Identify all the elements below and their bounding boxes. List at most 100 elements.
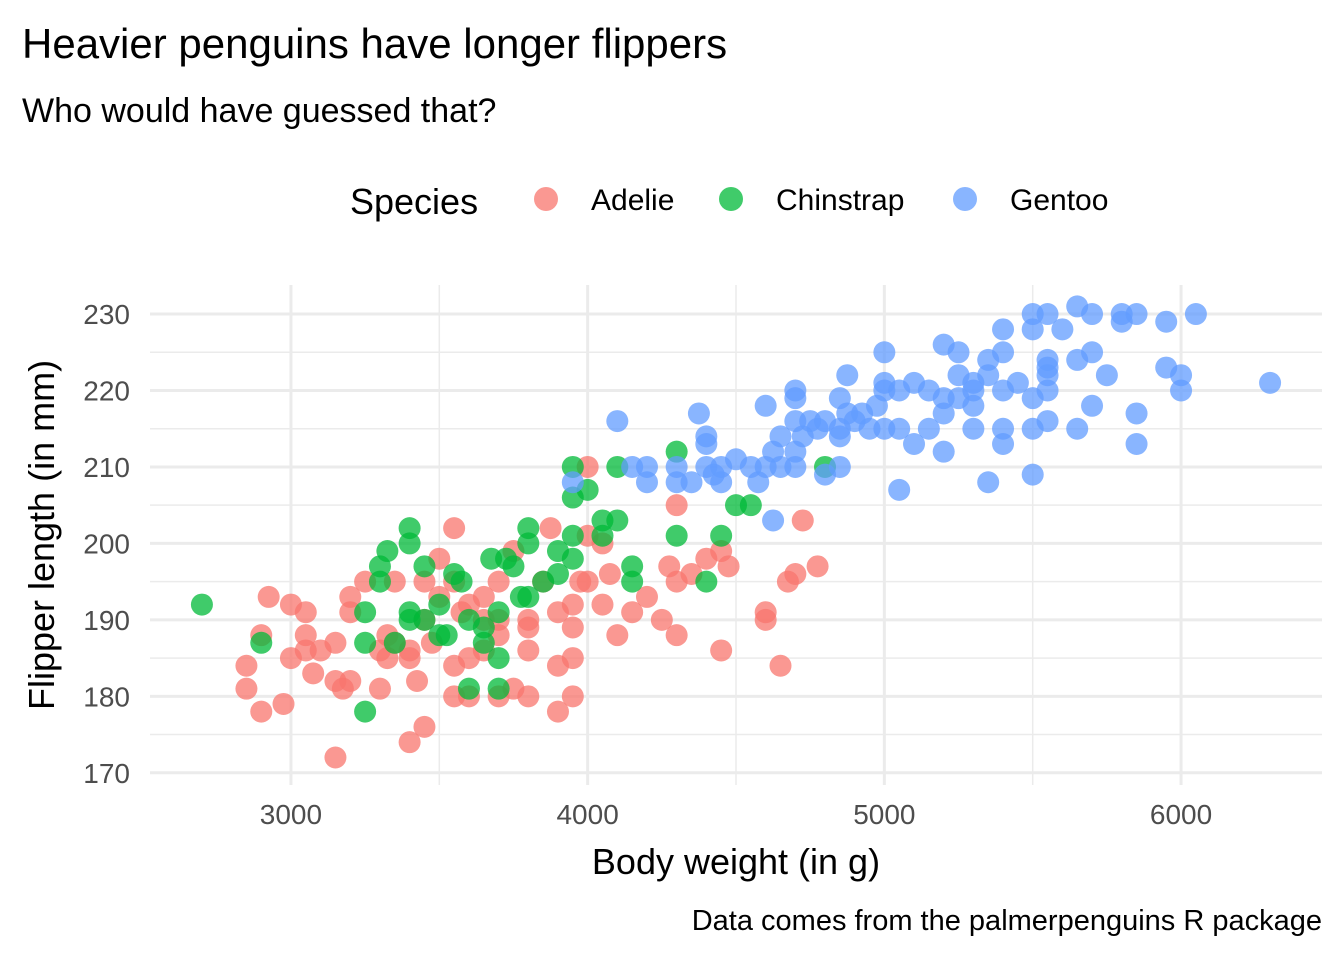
point-chinstrap: [591, 524, 614, 547]
point-gentoo: [1081, 303, 1104, 326]
point-adelie: [784, 562, 807, 585]
point-chinstrap: [250, 631, 273, 654]
point-gentoo: [962, 417, 985, 440]
point-adelie: [598, 562, 621, 585]
point-adelie: [561, 593, 584, 616]
point-adelie: [443, 517, 466, 540]
point-gentoo: [1184, 303, 1207, 326]
point-gentoo: [828, 425, 851, 448]
point-gentoo: [1095, 364, 1118, 387]
x-tick-label: 5000: [853, 799, 915, 830]
y-tick-label: 190: [83, 605, 130, 636]
point-gentoo: [1036, 379, 1059, 402]
point-gentoo: [1170, 364, 1193, 387]
y-axis-title: Flipper length (in mm): [21, 360, 62, 710]
point-adelie: [250, 700, 273, 723]
y-tick-label: 220: [83, 376, 130, 407]
point-chinstrap: [190, 593, 213, 616]
point-chinstrap: [517, 585, 540, 608]
point-gentoo: [888, 417, 911, 440]
point-gentoo: [1066, 417, 1089, 440]
point-adelie: [635, 585, 658, 608]
point-chinstrap: [354, 700, 377, 723]
point-adelie: [406, 670, 429, 693]
point-gentoo: [888, 478, 911, 501]
point-gentoo: [977, 364, 1000, 387]
point-chinstrap: [450, 570, 473, 593]
point-gentoo: [1259, 371, 1282, 394]
point-chinstrap: [354, 631, 377, 654]
point-chinstrap: [354, 601, 377, 624]
point-gentoo: [992, 341, 1015, 364]
point-adelie: [546, 700, 569, 723]
point-adelie: [339, 670, 362, 693]
point-gentoo: [1170, 379, 1193, 402]
point-chinstrap: [487, 677, 510, 700]
point-chinstrap: [665, 440, 688, 463]
point-gentoo: [828, 455, 851, 478]
point-adelie: [324, 746, 347, 769]
point-gentoo: [784, 387, 807, 410]
point-adelie: [665, 624, 688, 647]
point-adelie: [717, 555, 740, 578]
point-gentoo: [962, 379, 985, 402]
point-gentoo: [1125, 433, 1148, 456]
point-chinstrap: [413, 608, 436, 631]
point-gentoo: [1155, 310, 1178, 333]
x-axis-title: Body weight (in g): [592, 841, 880, 882]
point-gentoo: [873, 341, 896, 364]
point-gentoo: [769, 425, 792, 448]
point-chinstrap: [487, 647, 510, 670]
point-chinstrap: [368, 570, 391, 593]
point-adelie: [754, 601, 777, 624]
point-gentoo: [561, 471, 584, 494]
point-gentoo: [762, 509, 785, 532]
point-gentoo: [680, 471, 703, 494]
point-gentoo: [710, 471, 733, 494]
point-chinstrap: [428, 624, 451, 647]
point-gentoo: [1021, 463, 1044, 486]
point-adelie: [487, 570, 510, 593]
point-gentoo: [665, 455, 688, 478]
point-adelie: [576, 570, 599, 593]
legend-key-adelie: [534, 187, 558, 211]
point-gentoo: [1081, 341, 1104, 364]
point-adelie: [769, 654, 792, 677]
point-gentoo: [1036, 410, 1059, 433]
point-gentoo: [1036, 303, 1059, 326]
point-gentoo: [687, 402, 710, 425]
legend-key-gentoo: [953, 187, 977, 211]
point-gentoo: [1036, 364, 1059, 387]
point-gentoo: [917, 417, 940, 440]
point-gentoo: [992, 318, 1015, 341]
point-adelie: [294, 624, 317, 647]
point-adelie: [324, 631, 347, 654]
point-adelie: [235, 654, 258, 677]
point-chinstrap: [546, 562, 569, 585]
point-chinstrap: [517, 532, 540, 555]
point-adelie: [398, 731, 421, 754]
point-chinstrap: [487, 601, 510, 624]
point-adelie: [561, 647, 584, 670]
point-gentoo: [1021, 318, 1044, 341]
point-adelie: [398, 647, 421, 670]
point-adelie: [791, 509, 814, 532]
point-adelie: [650, 608, 673, 631]
chart-title: Heavier penguins have longer flippers: [22, 20, 727, 67]
point-chinstrap: [398, 532, 421, 555]
chart-subtitle: Who would have guessed that?: [22, 92, 496, 130]
point-chinstrap: [561, 547, 584, 570]
point-gentoo: [977, 471, 1000, 494]
point-gentoo: [932, 440, 955, 463]
point-adelie: [457, 593, 480, 616]
point-adelie: [517, 685, 540, 708]
point-chinstrap: [561, 455, 584, 478]
legend: Species Adelie Chinstrap Gentoo: [350, 181, 1108, 222]
point-chinstrap: [517, 517, 540, 540]
point-adelie: [606, 624, 629, 647]
y-tick-label: 200: [83, 528, 130, 559]
point-gentoo: [962, 394, 985, 417]
grid: [150, 285, 1322, 785]
point-chinstrap: [413, 555, 436, 578]
point-gentoo: [1125, 402, 1148, 425]
